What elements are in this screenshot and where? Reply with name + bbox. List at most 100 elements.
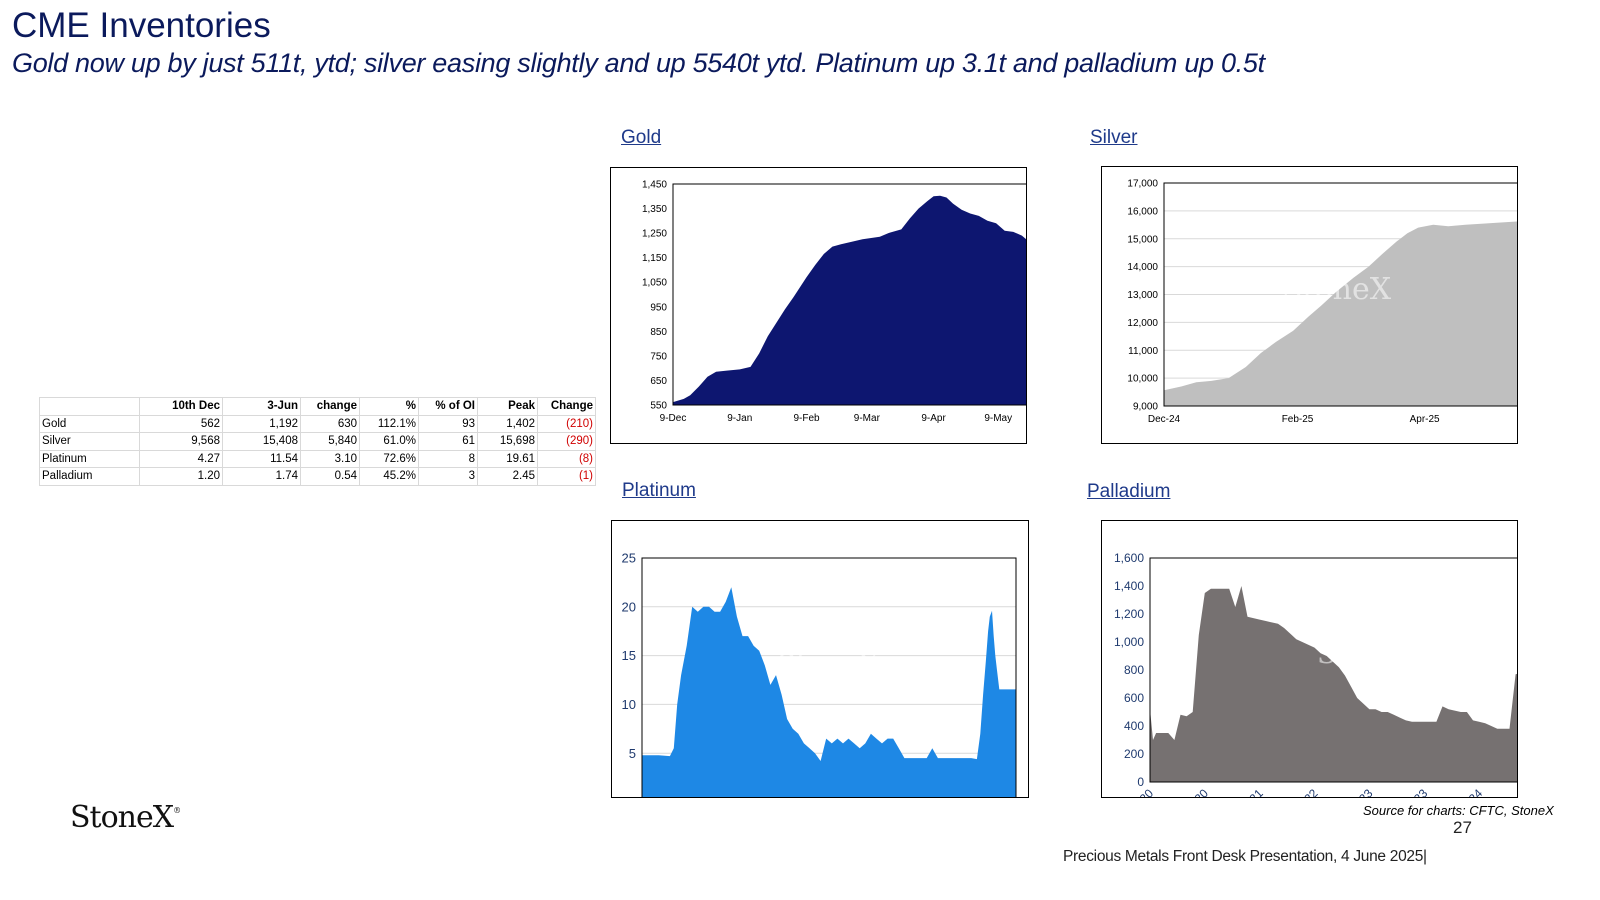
table-header-cell: Change <box>537 397 596 416</box>
x-tick-label: Apr-25 <box>1410 414 1440 425</box>
y-tick-label: 16,000 <box>1127 206 1158 217</box>
table-row: Gold 562 1,192 630 112.1% 93 1,402 (210) <box>39 414 596 433</box>
y-tick-label: 750 <box>650 351 667 362</box>
y-tick-label: 600 <box>1124 691 1144 705</box>
gold-area-series <box>673 195 1026 405</box>
platinum-area-series <box>642 587 1016 797</box>
watermark-text: StoneX <box>777 648 879 681</box>
x-tick-label: Feb-25 <box>1282 414 1314 425</box>
table-header-cell: change <box>300 397 360 416</box>
table-cell: Palladium <box>39 467 140 486</box>
y-tick-label: 12,000 <box>1127 318 1158 329</box>
y-tick-label: 10,000 <box>1127 374 1158 385</box>
platinum-chart-svg: StoneX0510152025Jan-20Jan-21Jan-22Jan-23… <box>622 551 1017 797</box>
y-tick-label: 0 <box>629 795 636 797</box>
table-cell: 562 <box>139 414 223 433</box>
y-tick-label: 14,000 <box>1127 262 1158 273</box>
x-tick-label: Oct-23 <box>1395 786 1431 797</box>
y-tick-label: 17,000 <box>1127 179 1158 190</box>
palladium-chart-svg: StoneX 0 200 400 600 800 1,000 1,200 1,400 1,600 J… <box>1114 551 1517 797</box>
source-note: Source for charts: CFTC, StoneX <box>1363 803 1554 818</box>
y-tick-label: 1,600 <box>1114 551 1144 565</box>
y-tick-label: 1,400 <box>1114 579 1144 593</box>
table-cell: (1) <box>537 467 596 486</box>
table-cell: 112.1% <box>359 414 419 433</box>
platinum-chart: StoneX0510152025Jan-20Jan-21Jan-22Jan-23… <box>611 520 1029 798</box>
table-header-cell: 10th Dec <box>139 397 223 416</box>
table-cell: Gold <box>39 414 140 433</box>
table-cell: 5,840 <box>300 432 360 451</box>
y-tick-label: 9,000 <box>1133 402 1158 413</box>
x-tick-label: Oct-20 <box>1176 786 1212 797</box>
table-cell: 1,402 <box>477 414 538 433</box>
plot-frame <box>1149 557 1517 783</box>
silver-chart-title: Silver <box>1090 127 1138 148</box>
y-tick-label: 11,000 <box>1128 346 1158 357</box>
y-tick-label: 1,000 <box>1114 635 1144 649</box>
plot-frame <box>1163 182 1517 407</box>
page-subtitle: Gold now up by just 511t, ytd; silver ea… <box>12 48 1265 78</box>
table-cell: 45.2% <box>359 467 419 486</box>
table-cell: 93 <box>418 414 478 433</box>
x-tick-label: 9-May <box>984 413 1012 424</box>
table-header-cell: 3-Jun <box>222 397 301 416</box>
y-tick-label: 15,000 <box>1127 234 1158 245</box>
x-tick-label: Dec-24 <box>1148 414 1181 425</box>
y-tick-label: 800 <box>1124 663 1144 677</box>
table-cell: 9,568 <box>139 432 223 451</box>
footer-text: Precious Metals Front Desk Presentation,… <box>1063 848 1427 865</box>
gold-chart: 550 650 750 850 950 1,050 1,150 1,250 1,350 1,450… <box>610 167 1027 444</box>
table-cell: (8) <box>537 449 596 468</box>
x-tick-label: Jul-21 <box>1233 786 1266 797</box>
x-tick-label: Jan-23 <box>1340 786 1376 797</box>
y-tick-label: 20 <box>622 599 636 614</box>
table-cell: Platinum <box>39 449 140 468</box>
table-header-cell: Peak <box>477 397 538 416</box>
y-tick-label: 1,050 <box>642 278 667 289</box>
table-cell: 11.54 <box>222 449 301 468</box>
table-cell: 72.6% <box>359 449 419 468</box>
y-tick-label: 13,000 <box>1127 290 1158 301</box>
watermark-text: StoneX <box>1282 272 1392 307</box>
palladium-area-series <box>1150 586 1517 782</box>
table-row: Palladium 1.20 1.74 0.54 45.2% 3 2.45 (1… <box>39 467 596 486</box>
x-tick-label: 9-Dec <box>660 413 687 424</box>
table-cell: Silver <box>39 432 140 451</box>
y-tick-label: 15 <box>622 648 636 663</box>
x-tick-label: Apr-25 <box>1505 786 1517 797</box>
table-cell: (290) <box>537 432 596 451</box>
table-cell: 15,408 <box>222 432 301 451</box>
plot-frame <box>672 183 1026 406</box>
platinum-chart-title: Platinum <box>622 480 696 501</box>
y-tick-label: 1,350 <box>642 204 667 215</box>
y-tick-label: 25 <box>622 551 636 566</box>
plot-frame <box>641 557 1017 797</box>
table-cell: 1.74 <box>222 467 301 486</box>
table-row: Platinum 4.27 11.54 3.10 72.6% 8 19.61 (… <box>39 449 596 468</box>
logo-text: StoneX <box>70 800 174 835</box>
table-cell: 2.45 <box>477 467 538 486</box>
x-tick-label: Jul-24 <box>1452 786 1485 797</box>
y-tick-label: 850 <box>650 327 667 338</box>
page-title: CME Inventories <box>12 6 271 45</box>
y-tick-label: 200 <box>1124 747 1144 761</box>
x-tick-label: 9-Jan <box>727 413 752 424</box>
inventory-table: 10th Dec 3-Jun change % % of OI Peak Cha… <box>39 397 596 486</box>
table-cell: 4.27 <box>139 449 223 468</box>
table-cell: 3.10 <box>300 449 360 468</box>
page-number: 27 <box>1453 818 1472 837</box>
table-cell: 8 <box>418 449 478 468</box>
x-tick-label: 9-Mar <box>854 413 881 424</box>
stonex-logo: StoneX® <box>70 800 181 835</box>
table-cell: 1.20 <box>139 467 223 486</box>
palladium-chart-title: Palladium <box>1087 481 1171 502</box>
table-cell: 3 <box>418 467 478 486</box>
y-tick-label: 950 <box>650 302 667 313</box>
table-cell: 61.0% <box>359 432 419 451</box>
watermark-text: StoneX <box>1317 637 1419 670</box>
table-cell: (210) <box>537 414 596 433</box>
y-tick-label: 550 <box>650 401 667 412</box>
table-cell: 630 <box>300 414 360 433</box>
y-tick-label: 0 <box>1137 775 1144 789</box>
silver-area-series <box>1164 221 1517 406</box>
